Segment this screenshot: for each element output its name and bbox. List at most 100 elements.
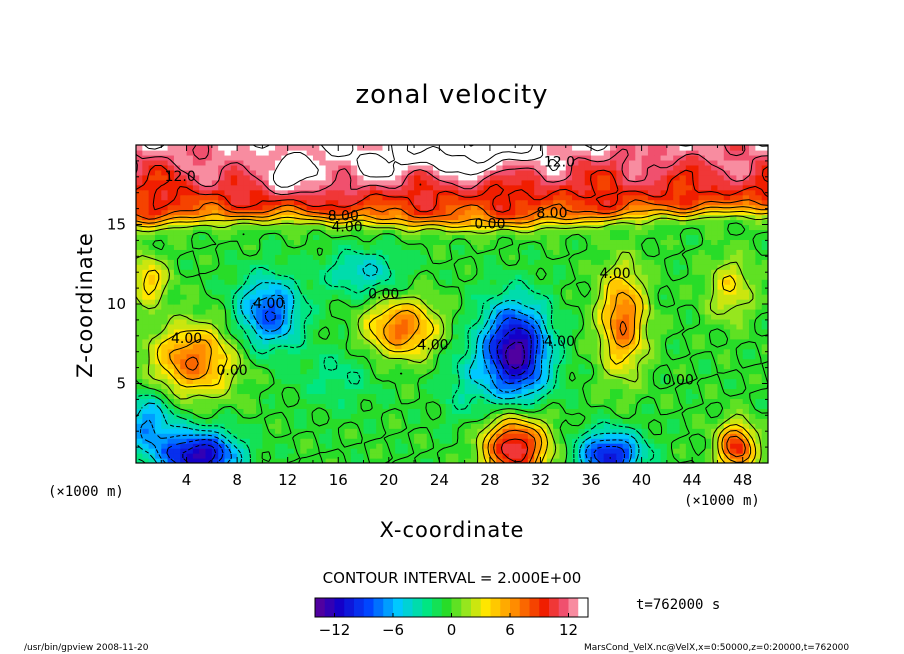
heat-cell xyxy=(230,294,238,300)
heat-cell xyxy=(477,299,485,305)
heat-cell xyxy=(496,239,504,245)
heat-cell xyxy=(180,249,188,255)
heat-cell xyxy=(761,458,768,463)
heat-cell xyxy=(338,393,346,400)
heat-cell xyxy=(647,264,655,270)
heat-cell xyxy=(534,313,542,320)
heat-cell xyxy=(483,453,491,459)
heat-cell xyxy=(496,438,504,444)
heat-cell xyxy=(704,448,712,454)
heat-cell xyxy=(736,433,744,439)
heat-cell xyxy=(230,438,238,444)
heat-cell xyxy=(154,239,162,245)
heat-cell xyxy=(470,284,478,290)
heat-cell xyxy=(312,234,320,241)
heat-cell xyxy=(452,418,459,424)
heat-cell xyxy=(502,313,510,320)
heat-cell xyxy=(546,378,554,385)
heat-cell xyxy=(641,453,649,459)
heat-cell xyxy=(483,398,491,404)
heat-cell xyxy=(704,363,712,370)
heat-cell xyxy=(230,264,238,270)
heat-cell xyxy=(382,264,390,270)
heat-cell xyxy=(603,328,611,335)
heat-cell xyxy=(256,269,263,275)
heat-cell xyxy=(237,388,245,395)
heat-cell xyxy=(369,373,377,380)
heat-cell xyxy=(205,328,213,335)
heat-cell xyxy=(142,388,150,395)
heat-cell xyxy=(666,353,674,360)
heat-cell xyxy=(357,413,365,419)
heat-cell xyxy=(192,279,200,285)
heat-cell xyxy=(218,398,226,404)
heat-cell xyxy=(540,269,548,275)
heat-cell xyxy=(256,368,263,375)
heat-cell xyxy=(376,259,384,265)
heat-cell xyxy=(685,433,693,439)
heat-cell xyxy=(761,259,768,265)
heat-cell xyxy=(237,348,245,355)
heat-cell xyxy=(433,433,440,439)
heat-cell xyxy=(281,269,289,275)
heat-cell xyxy=(300,224,308,231)
heat-cell xyxy=(679,403,687,409)
heat-cell xyxy=(628,299,636,305)
heat-cell xyxy=(294,423,301,429)
heat-cell xyxy=(312,279,320,285)
heat-cell xyxy=(603,358,611,365)
heat-cell xyxy=(300,443,308,449)
heat-cell xyxy=(325,239,333,245)
heat-cell xyxy=(502,269,510,275)
heat-cell xyxy=(420,318,428,325)
heat-cell xyxy=(521,289,529,295)
heat-cell xyxy=(218,343,226,350)
heat-cell xyxy=(218,413,226,419)
heat-cell xyxy=(464,294,472,300)
heat-cell xyxy=(711,413,719,419)
heat-cell xyxy=(610,423,617,429)
heat-cell xyxy=(154,348,162,355)
heat-cell xyxy=(508,274,516,280)
heat-cell xyxy=(287,348,295,355)
heat-cell xyxy=(496,408,504,414)
heat-cell xyxy=(319,219,327,226)
heat-cell xyxy=(761,348,768,355)
heat-cell xyxy=(420,259,428,265)
heat-cell xyxy=(331,443,339,449)
heat-cell xyxy=(742,289,750,295)
heat-cell xyxy=(192,443,200,449)
heat-cell xyxy=(395,294,403,300)
heat-cell xyxy=(692,418,700,424)
heat-cell xyxy=(420,239,428,245)
chart-title: zonal velocity xyxy=(355,80,548,110)
heat-cell xyxy=(142,284,150,290)
heat-cell xyxy=(616,264,624,270)
heat-cell xyxy=(382,229,390,236)
heat-cell xyxy=(180,343,188,350)
heat-cell xyxy=(692,458,700,463)
heat-cell xyxy=(275,294,282,300)
heat-cell xyxy=(616,358,624,365)
heat-cell xyxy=(508,418,516,424)
heat-cell xyxy=(376,373,384,380)
heat-cell xyxy=(312,284,320,290)
heat-cell xyxy=(635,304,643,310)
heat-cell xyxy=(325,443,333,449)
heat-cell xyxy=(711,453,719,459)
heat-cell xyxy=(483,343,491,350)
heat-cell xyxy=(312,313,320,320)
heat-cell xyxy=(470,423,478,429)
heat-cell xyxy=(192,368,200,375)
heat-cell xyxy=(167,443,175,449)
heat-cell xyxy=(584,328,592,335)
heat-cell xyxy=(654,269,662,275)
heat-cell xyxy=(237,408,245,414)
heat-cell xyxy=(761,328,768,335)
heat-cell xyxy=(306,264,314,270)
heat-cell xyxy=(230,254,238,260)
heat-cell xyxy=(433,378,440,385)
heat-cell xyxy=(281,418,289,424)
heat-cell xyxy=(192,229,200,236)
heat-cell xyxy=(723,448,731,454)
